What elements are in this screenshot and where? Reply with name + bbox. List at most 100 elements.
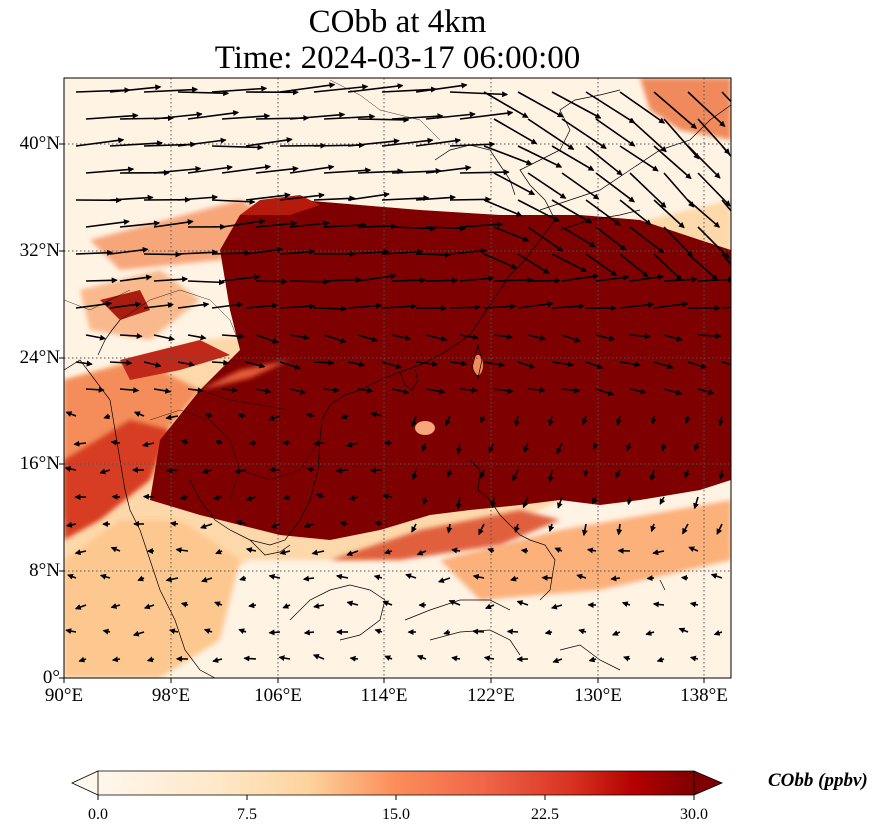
- wind-arrow: [650, 523, 657, 533]
- wind-arrow: [270, 522, 281, 529]
- wind-arrow: [335, 573, 349, 580]
- wind-arrow: [448, 599, 461, 606]
- wind-arrow: [305, 412, 315, 419]
- wind-arrow: [315, 493, 325, 499]
- wind-arrow: [382, 493, 393, 500]
- wind-arrow: [211, 301, 244, 309]
- wind-arrow: [493, 333, 514, 340]
- wind-arrow: [416, 654, 427, 661]
- wind-arrow: [693, 496, 699, 510]
- wind-arrow: [200, 523, 213, 530]
- wind-arrow: [547, 469, 554, 483]
- wind-arrow: [561, 172, 600, 200]
- wind-arrow: [132, 630, 145, 637]
- wind-arrow: [85, 277, 118, 284]
- wind-arrow: [629, 172, 667, 208]
- wind-arrow: [374, 520, 383, 527]
- colorbar-tick-label: 15.0: [382, 806, 410, 823]
- wind-arrow: [449, 304, 481, 311]
- wind-arrow: [255, 278, 288, 285]
- wind-arrow: [243, 655, 257, 662]
- wind-arrow: [177, 90, 230, 97]
- wind-arrow: [411, 415, 417, 428]
- wind-arrow: [451, 547, 461, 554]
- wind-arrow: [663, 334, 683, 342]
- wind-arrow: [346, 550, 359, 557]
- map-title-line1: CObb at 4km: [308, 4, 487, 40]
- wind-arrow: [490, 496, 497, 509]
- wind-arrow: [313, 440, 325, 447]
- wind-arrow: [391, 225, 437, 232]
- y-tick-label: 16°N: [19, 453, 60, 474]
- wind-arrow: [721, 361, 731, 366]
- wind-arrow: [493, 118, 538, 145]
- wind-arrow: [289, 334, 310, 341]
- wind-arrow: [550, 603, 563, 610]
- wind-arrow: [235, 519, 247, 526]
- wind-arrow: [697, 172, 731, 207]
- wind-arrow: [595, 388, 615, 396]
- wind-arrow: [721, 145, 731, 158]
- wind-arrow: [716, 523, 723, 535]
- wind-arrow: [74, 549, 87, 556]
- wind-arrow: [576, 573, 587, 580]
- wind-arrow: [221, 113, 271, 120]
- wind-arrow: [303, 629, 315, 636]
- wind-arrow: [718, 415, 724, 427]
- wind-arrow: [493, 276, 534, 283]
- x-tick-label: 114°E: [360, 685, 408, 706]
- wind-arrow: [506, 628, 519, 635]
- wind-arrow: [544, 629, 553, 636]
- wind-arrow: [211, 85, 268, 93]
- wind-arrow: [581, 523, 588, 537]
- wind-arrow: [510, 575, 519, 582]
- wind-arrow: [611, 630, 621, 636]
- wind-arrow: [586, 547, 597, 554]
- wind-arrow: [357, 168, 404, 175]
- wind-arrow: [561, 226, 596, 248]
- wind-arrow: [211, 198, 256, 205]
- wind-arrow: [472, 628, 485, 635]
- wind-arrow: [335, 467, 349, 474]
- wind-arrow: [449, 247, 487, 255]
- wind-arrow: [678, 627, 689, 634]
- wind-arrow: [449, 360, 468, 367]
- wind-arrow: [391, 334, 412, 341]
- wind-arrow: [588, 656, 597, 663]
- wind-arrow: [681, 523, 689, 535]
- wind-arrow: [221, 386, 239, 393]
- wind-arrow: [143, 603, 155, 610]
- wind-arrow: [109, 84, 162, 93]
- wind-arrow: [347, 138, 400, 147]
- wind-arrow: [180, 439, 189, 446]
- wind-arrow: [370, 411, 383, 418]
- colorbar-title: CObb (ppbv): [768, 770, 868, 791]
- wind-arrow: [697, 388, 715, 395]
- wind-arrow: [517, 361, 536, 369]
- wind-arrow: [687, 361, 708, 369]
- wind-arrow: [653, 91, 697, 130]
- wind-arrow: [323, 113, 376, 120]
- wind-arrow: [483, 655, 495, 662]
- wind-arrow: [348, 495, 359, 501]
- wind-arrow: [595, 226, 627, 251]
- wind-arrow: [459, 334, 479, 341]
- wind-arrow: [483, 145, 533, 166]
- wind-arrow: [357, 116, 410, 123]
- wind-arrow: [103, 413, 111, 420]
- wind-arrow: [656, 656, 665, 663]
- wind-arrow: [616, 523, 623, 536]
- wind-arrow: [437, 577, 451, 584]
- wind-arrow: [721, 306, 731, 309]
- wind-arrow: [110, 546, 121, 553]
- wind-arrow: [67, 573, 77, 580]
- wind-arrow: [619, 145, 659, 172]
- wind-arrow: [245, 361, 266, 369]
- wind-arrow: [687, 91, 726, 127]
- wind-arrow: [75, 249, 114, 256]
- wind-arrow: [64, 465, 77, 472]
- wind-arrow: [212, 657, 223, 663]
- wind-arrow: [415, 82, 468, 93]
- wind-arrow: [119, 333, 143, 339]
